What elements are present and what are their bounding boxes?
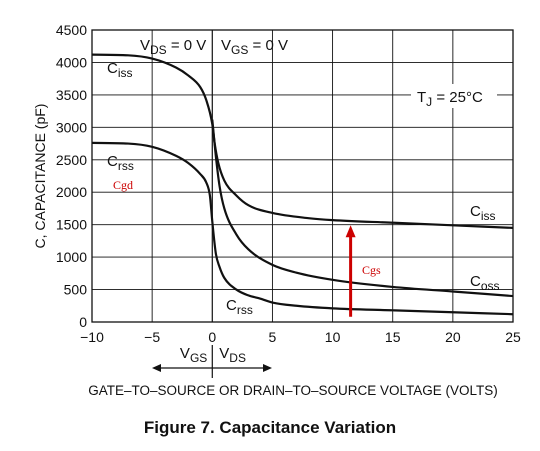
annotation-cgd: Cgd — [113, 178, 133, 192]
y-tick-label: 4500 — [56, 22, 87, 38]
label-ciss-right: Ciss — [470, 203, 496, 223]
x-tick-label: 0 — [208, 329, 216, 345]
x-tick-label: −10 — [80, 329, 104, 345]
y-tick-label: 2000 — [56, 184, 87, 200]
x-tick-label: 25 — [505, 329, 521, 345]
x-tick-label: 15 — [385, 329, 401, 345]
annotation-vds-zero: VDS = 0 V — [140, 37, 206, 57]
x-axis-label: GATE–TO–SOURCE OR DRAIN–TO–SOURCE VOLTAG… — [88, 383, 498, 398]
x-tick-label: 20 — [445, 329, 461, 345]
y-tick-label: 3500 — [56, 87, 87, 103]
cgs-arrow-head — [345, 225, 356, 238]
y-tick-label: 4000 — [56, 54, 87, 70]
label-coss: Coss — [470, 273, 500, 293]
annotation-vgs-zero: VGS = 0 V — [221, 37, 288, 57]
figure-caption: Figure 7. Capacitance Variation — [143, 418, 397, 437]
x-tick-label: −5 — [144, 329, 160, 345]
annotation-cgs: Cgs — [362, 263, 381, 277]
y-axis-label: C, CAPACITANCE (pF) — [32, 104, 48, 249]
direction-arrow-right — [263, 364, 272, 372]
y-tick-label: 3000 — [56, 119, 87, 135]
annotation-tj: TJ = 25°C — [417, 89, 483, 109]
direction-arrow-left — [152, 364, 161, 372]
series-line-c-oss — [211, 119, 514, 298]
y-tick-label: 0 — [79, 314, 87, 330]
annotation-vgs-direction: VGS — [180, 345, 207, 365]
y-tick-label: 2500 — [56, 152, 87, 168]
x-tick-label: 10 — [325, 329, 341, 345]
annotation-vds-direction: VDS — [219, 345, 246, 365]
y-tick-label: 500 — [64, 282, 88, 298]
label-crss-left: Crss — [107, 153, 134, 173]
label-ciss-left: Ciss — [107, 60, 133, 80]
y-tick-label: 1000 — [56, 249, 87, 265]
series-line-c-rss — [91, 141, 514, 316]
y-tick-label: 1500 — [56, 217, 87, 233]
capacitance-chart: −10 −5 0 5 10 15 20 25 0 500 1000 1500 2000 2500 3000 3… — [32, 22, 521, 398]
tj-label-bg — [411, 84, 497, 108]
series-line-c-iss — [91, 53, 514, 230]
plot-frame — [91, 29, 514, 323]
label-crss-bottom: Crss — [226, 297, 253, 317]
x-tick-label: 5 — [269, 329, 277, 345]
